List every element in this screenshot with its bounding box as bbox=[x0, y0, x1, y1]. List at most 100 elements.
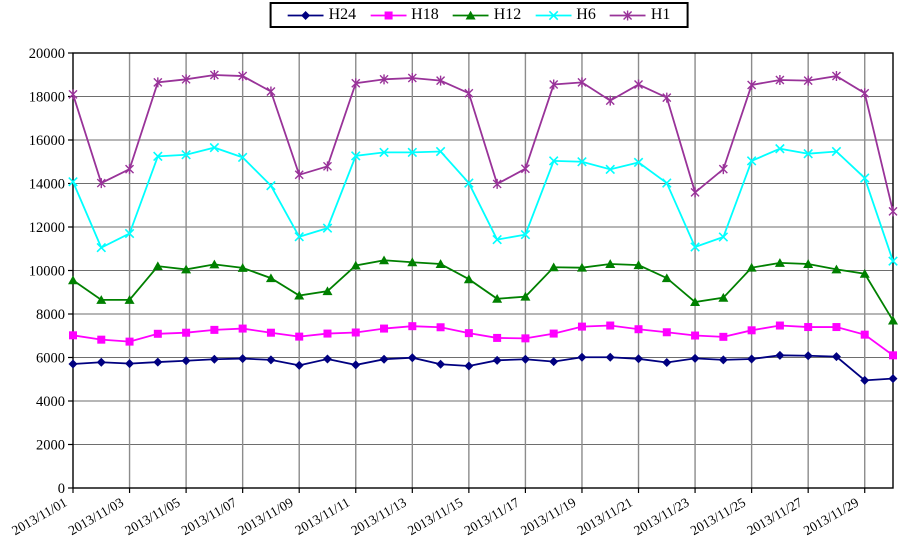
legend-item-h24: H24 bbox=[287, 7, 356, 23]
h24-marker bbox=[888, 374, 898, 384]
y-tick-label: 2000 bbox=[36, 438, 65, 454]
h1-marker bbox=[464, 88, 474, 99]
h1-marker bbox=[860, 88, 870, 99]
h6-marker bbox=[888, 256, 898, 266]
h24-marker bbox=[634, 354, 644, 364]
x-tick-label: 2013/11/23 bbox=[631, 494, 692, 538]
h6-marker bbox=[379, 147, 389, 158]
legend-item-h1: H1 bbox=[609, 6, 671, 23]
h12-marker bbox=[492, 293, 503, 303]
h12-marker bbox=[831, 264, 842, 274]
h24-marker bbox=[747, 354, 757, 364]
h12-marker bbox=[888, 315, 898, 325]
h1-marker bbox=[775, 74, 785, 85]
h1-marker bbox=[407, 73, 417, 84]
h6-marker bbox=[605, 164, 616, 175]
h1-marker bbox=[831, 71, 841, 82]
h12-marker bbox=[181, 264, 192, 274]
x-tick-label: 2013/11/01 bbox=[9, 495, 69, 538]
h12-marker bbox=[152, 261, 163, 271]
series-h1 bbox=[68, 69, 898, 217]
h18-marker bbox=[408, 322, 417, 331]
x-tick-label: 2013/11/09 bbox=[235, 494, 296, 538]
h24-marker bbox=[718, 355, 728, 365]
h1-marker bbox=[181, 74, 191, 85]
h1-marker bbox=[266, 86, 276, 97]
h1-marker bbox=[888, 206, 898, 217]
h12-marker bbox=[435, 259, 446, 268]
h12-marker bbox=[322, 286, 333, 296]
h6-marker bbox=[322, 223, 333, 233]
series-h6-line bbox=[72, 146, 894, 262]
series-h12-line bbox=[72, 259, 894, 321]
h18-marker bbox=[832, 323, 841, 332]
h1-marker bbox=[68, 89, 78, 100]
y-tick-label: 12000 bbox=[29, 220, 65, 236]
series-h24-line bbox=[72, 354, 894, 382]
series-h1-line bbox=[72, 74, 894, 212]
h12-marker bbox=[124, 295, 135, 304]
series-h24 bbox=[68, 350, 898, 385]
legend-label: H1 bbox=[650, 6, 671, 23]
h1-marker bbox=[690, 187, 700, 198]
y-tick-label: 20000 bbox=[29, 46, 65, 62]
h24-marker bbox=[153, 357, 163, 367]
h6-marker bbox=[831, 146, 842, 157]
h18-marker bbox=[323, 329, 332, 338]
h12-marker bbox=[209, 259, 220, 269]
y-tick-label: 0 bbox=[58, 481, 65, 497]
h12-marker bbox=[746, 262, 757, 272]
h12-marker bbox=[520, 291, 531, 301]
h24-marker bbox=[436, 359, 446, 369]
h6-marker bbox=[746, 156, 757, 166]
h6-marker bbox=[294, 232, 304, 242]
h24-marker bbox=[690, 353, 700, 363]
h18-marker bbox=[97, 335, 106, 344]
h24-marker bbox=[775, 350, 785, 360]
h18-marker bbox=[125, 337, 134, 346]
h6-marker bbox=[350, 151, 361, 161]
h24-marker bbox=[96, 357, 106, 367]
h6-marker bbox=[266, 180, 276, 191]
h24-marker bbox=[492, 355, 502, 365]
y-tick-label: 10000 bbox=[29, 264, 65, 280]
y-tick-label: 6000 bbox=[36, 351, 65, 367]
h1-marker bbox=[662, 92, 672, 103]
h18-marker bbox=[747, 326, 756, 335]
h12-marker bbox=[548, 262, 559, 272]
x-tick-label: 2013/11/25 bbox=[688, 494, 749, 538]
h1-marker bbox=[549, 79, 559, 90]
legend-label: H12 bbox=[493, 6, 522, 23]
h18-marker bbox=[266, 328, 275, 337]
h12-triangle-marker-icon bbox=[452, 10, 489, 19]
chart-legend: H24 H18 H12 H6 H1 bbox=[269, 2, 689, 28]
h18-marker bbox=[238, 324, 247, 333]
legend-item-h6: H6 bbox=[535, 7, 596, 23]
h6-marker bbox=[407, 147, 418, 158]
h1-marker bbox=[238, 71, 248, 82]
h12-marker bbox=[774, 258, 785, 267]
x-tick-label: 2013/11/21 bbox=[575, 495, 635, 538]
h6-marker bbox=[96, 242, 107, 253]
h12-marker bbox=[661, 273, 672, 283]
h24-marker bbox=[379, 354, 389, 364]
h18-marker bbox=[775, 321, 784, 330]
h18-marker bbox=[153, 329, 162, 338]
h1-marker bbox=[492, 178, 502, 189]
h24-marker bbox=[322, 354, 332, 364]
h6-marker bbox=[520, 229, 531, 240]
h18-marker bbox=[436, 323, 445, 332]
h18-marker bbox=[182, 328, 191, 337]
legend-marker bbox=[623, 10, 633, 20]
h6-marker bbox=[859, 173, 870, 183]
h6-marker bbox=[548, 156, 559, 166]
h6-marker bbox=[577, 156, 587, 167]
h24-marker bbox=[407, 353, 417, 363]
x-tick-label: 2013/11/11 bbox=[292, 495, 352, 538]
h1-marker bbox=[209, 69, 219, 80]
h1-marker bbox=[605, 95, 615, 106]
h18-marker bbox=[691, 331, 700, 340]
h6-marker bbox=[124, 228, 135, 239]
h24-marker bbox=[125, 359, 135, 369]
